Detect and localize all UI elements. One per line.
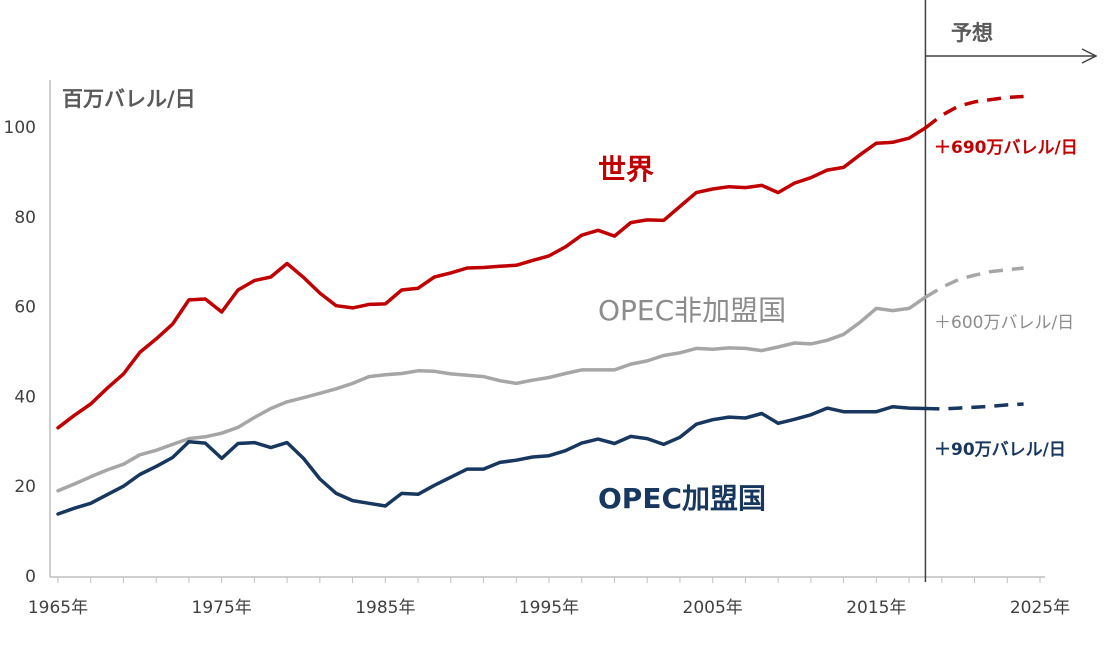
series-line-world <box>56 126 928 430</box>
x-tick-label: 1985年 <box>355 598 415 618</box>
y-tick-label: 40 <box>14 387 36 407</box>
forecast-line-opec <box>925 402 1024 411</box>
y-tick-labels: 0 20 40 60 80 100 <box>4 118 36 587</box>
delta-label-non-opec: ＋600万バレル/日 <box>934 313 1074 333</box>
forecast-line-non-opec <box>924 266 1024 299</box>
x-ticks <box>57 577 1041 583</box>
x-tick-labels: 1965年 1975年 1985年 1995年 2005年 2015年 2025年 <box>28 598 1070 618</box>
series-line-non-opec <box>56 295 928 493</box>
series-label-non-opec: OPEC非加盟国 <box>598 294 786 327</box>
x-tick-label: 2015年 <box>846 598 906 618</box>
forecast-marker: 予想 <box>924 0 1098 582</box>
y-tick-label: 100 <box>4 118 36 138</box>
series-label-world: 世界 <box>598 153 654 186</box>
delta-label-world: ＋690万バレル/日 <box>934 138 1078 158</box>
y-unit-label: 百万バレル/日 <box>62 87 196 111</box>
forecast-label: 予想 <box>951 21 993 45</box>
x-tick-label: 1995年 <box>519 598 579 618</box>
x-tick-label: 1975年 <box>192 598 252 618</box>
y-tick-label: 0 <box>25 567 36 587</box>
delta-label-opec: ＋90万バレル/日 <box>934 440 1066 460</box>
x-tick-label: 1965年 <box>28 598 88 618</box>
y-tick-label: 80 <box>14 208 36 228</box>
y-tick-label: 60 <box>14 298 36 318</box>
series-lines <box>56 94 1024 516</box>
series-line-opec <box>56 404 928 516</box>
forecast-line-world <box>924 94 1024 130</box>
axes: 0 20 40 60 80 100 1965年 1975年 1985年 1995年 2005年 20… <box>4 80 1070 618</box>
series-label-opec: OPEC加盟国 <box>598 482 766 515</box>
x-tick-label: 2025年 <box>1010 598 1070 618</box>
y-tick-label: 20 <box>14 477 36 497</box>
x-tick-label: 2005年 <box>683 598 743 618</box>
forecast-arrow-head-icon <box>1081 48 1098 64</box>
